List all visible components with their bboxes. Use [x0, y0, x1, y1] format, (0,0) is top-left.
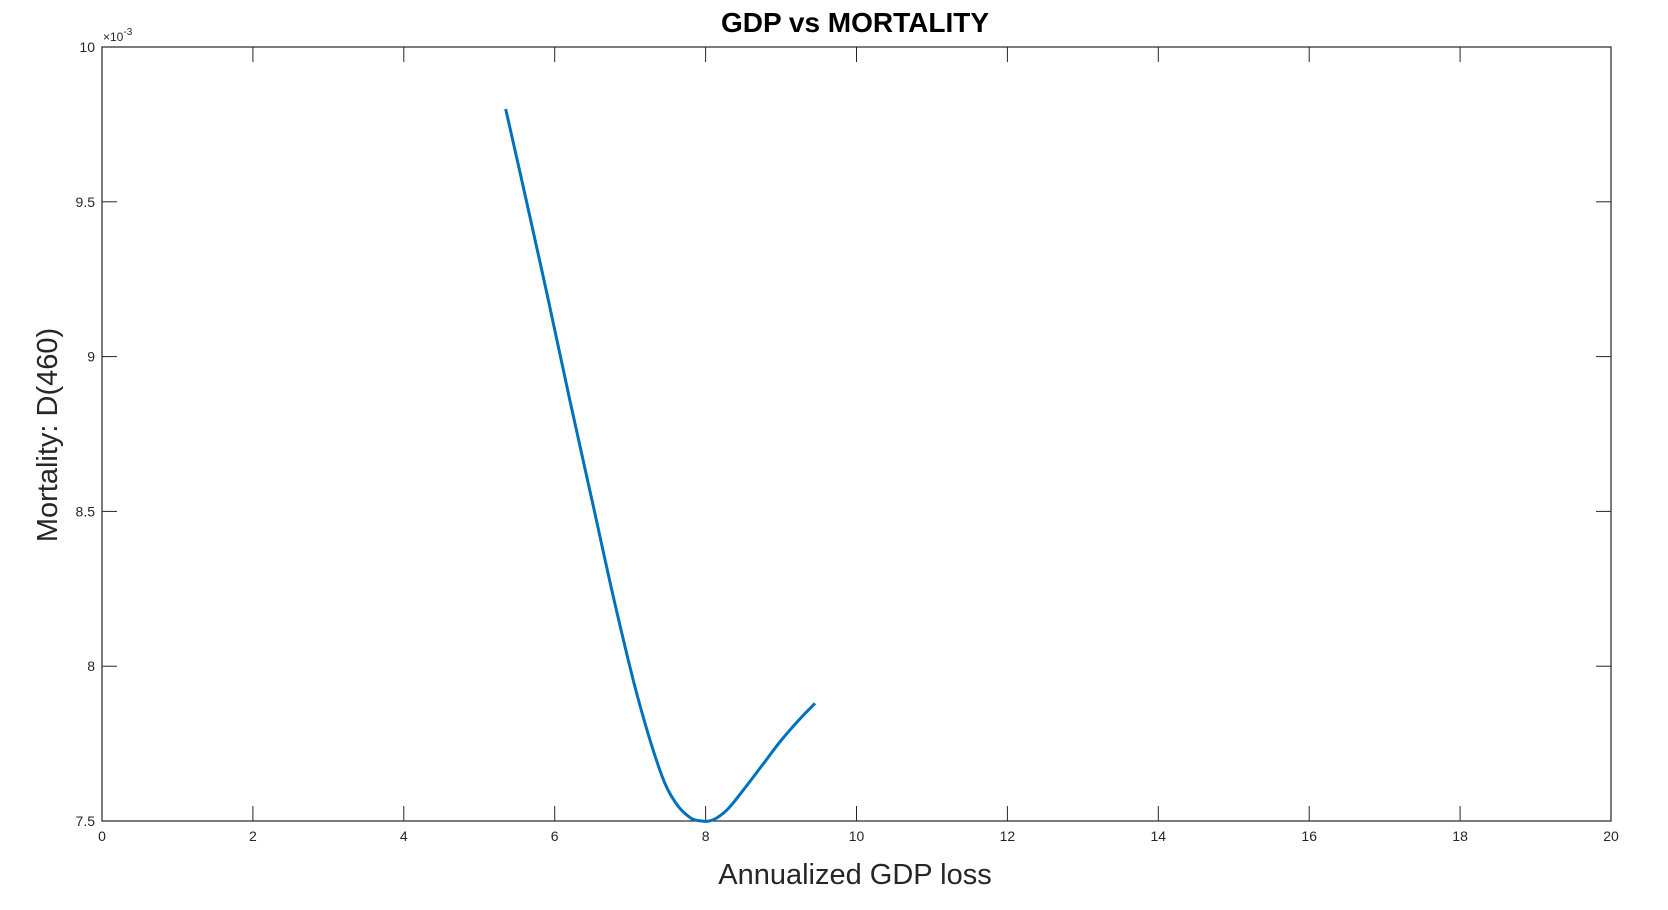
y-tick-label: 8.5 — [76, 503, 96, 519]
y-tick-label: 9 — [87, 349, 95, 365]
x-tick-label: 20 — [1603, 828, 1619, 844]
x-axis-title: Annualized GDP loss — [718, 859, 992, 891]
y-axis-title: Mortality: D(460) — [32, 328, 64, 542]
y-tick-label: 10 — [79, 39, 95, 55]
x-tick-label: 4 — [400, 828, 408, 844]
x-tick-label: 10 — [849, 828, 865, 844]
series-line-0 — [504, 108, 817, 823]
x-tick-label: 16 — [1301, 828, 1317, 844]
y-tick-label: 8 — [87, 658, 95, 674]
x-tick-label: 0 — [98, 828, 106, 844]
series-layer — [504, 108, 817, 823]
x-axis-ticks: 0 2 4 6 8 10 12 14 16 18 20 — [98, 47, 1619, 844]
plot-area — [101, 46, 1612, 822]
x-tick-label: 8 — [702, 828, 710, 844]
y-tick-label: 7.5 — [76, 813, 96, 829]
x-tick-label: 12 — [1000, 828, 1016, 844]
y-tick-label: 9.5 — [76, 194, 96, 210]
x-tick-label: 18 — [1452, 828, 1468, 844]
y-axis-ticks: 7.5 8 8.5 9 9.5 10 — [76, 39, 1611, 829]
x-tick-label: 2 — [249, 828, 257, 844]
y-exponent-base: ×10 — [103, 30, 124, 44]
plot-box — [101, 46, 1612, 822]
x-tick-label: 6 — [551, 828, 559, 844]
y-exponent-power: -3 — [123, 27, 132, 38]
x-tick-label: 14 — [1151, 828, 1167, 844]
y-exponent-label: ×10-3 — [103, 27, 133, 44]
chart-title: GDP vs MORTALITY — [721, 7, 989, 38]
